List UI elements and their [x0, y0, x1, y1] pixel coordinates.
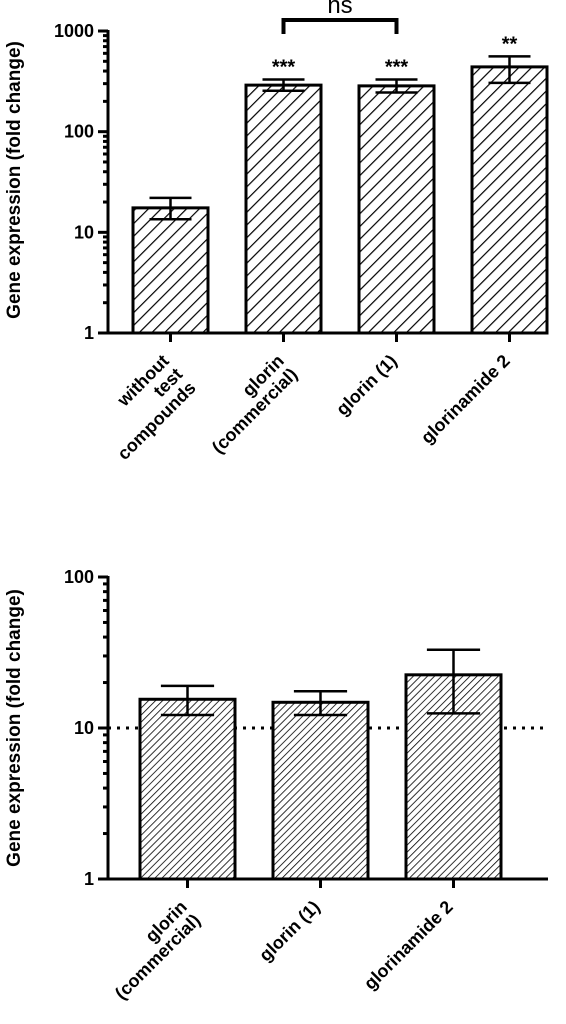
- y-tick-label: 1: [84, 323, 94, 343]
- y-tick-label: 100: [64, 122, 94, 142]
- y-axis-label: Gene expression (fold change): [4, 41, 25, 319]
- y-tick-label: 100: [64, 567, 94, 587]
- bar: [138, 697, 237, 881]
- comparison-label: ns: [327, 0, 352, 19]
- bar: [244, 83, 323, 335]
- y-tick-label: 1000: [54, 21, 94, 41]
- y-tick-label: 10: [74, 718, 94, 738]
- significance-marker: ***: [385, 56, 409, 78]
- bar: [357, 84, 436, 335]
- bar: [470, 65, 549, 335]
- x-category-label: glorinamide 2: [360, 897, 457, 994]
- x-category-label: glorin (1): [255, 897, 324, 966]
- bar: [271, 700, 370, 881]
- x-category-label: glorin(commercial): [194, 351, 301, 458]
- bar: [131, 206, 210, 335]
- x-category-label: withouttestcompounds: [87, 351, 200, 464]
- x-category-label: glorin (1): [332, 351, 401, 420]
- y-axis-label: Gene expression (fold change): [4, 589, 25, 867]
- comparison-bracket: [281, 18, 399, 34]
- significance-marker: **: [502, 33, 518, 55]
- x-category-label-line: glorin (1): [255, 897, 324, 966]
- x-category-label: glorin(commercial): [97, 897, 204, 1004]
- x-category-label-line: glorinamide 2: [360, 897, 457, 994]
- x-category-label-line: glorinamide 2: [417, 351, 514, 448]
- significance-marker: ***: [272, 56, 296, 78]
- x-category-label: glorinamide 2: [417, 351, 514, 448]
- x-category-label-line: glorin (1): [332, 351, 401, 420]
- chart-panel-top: Gene expression (fold change) 1 10 100 1000…: [4, 0, 549, 464]
- y-tick-label: 10: [74, 222, 94, 242]
- chart-panel-bottom: Gene expression (fold change) 1 10 100 glor…: [4, 567, 548, 1003]
- y-tick-label: 1: [84, 869, 94, 889]
